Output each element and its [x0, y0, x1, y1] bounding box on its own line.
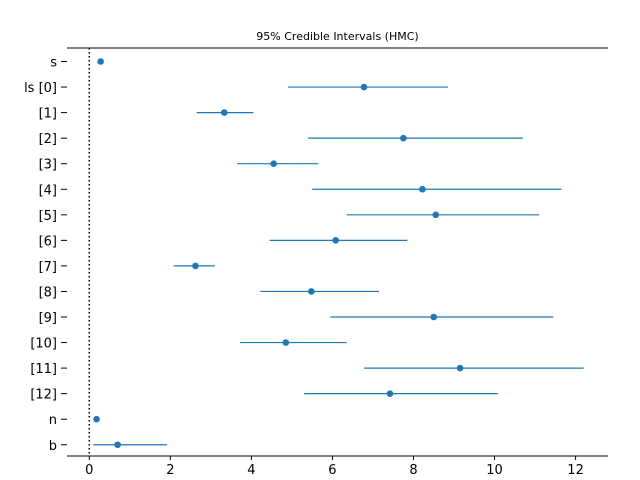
- x-tick-label: 2: [166, 463, 174, 478]
- chart-title: 95% Credible Intervals (HMC): [256, 30, 418, 43]
- mean-point: [93, 415, 100, 423]
- x-tick-label: 6: [328, 463, 336, 478]
- parameter-label: [7]: [39, 260, 57, 275]
- mean-point: [430, 313, 438, 321]
- mean-point: [282, 339, 290, 346]
- x-tick-label: 12: [567, 463, 584, 478]
- parameter-label: [9]: [39, 311, 57, 326]
- parameter-label: b: [49, 439, 57, 454]
- mean-point: [419, 185, 426, 193]
- parameter-label: [1]: [39, 107, 57, 122]
- x-tick-label: 8: [409, 463, 417, 478]
- mean-point: [220, 109, 228, 116]
- parameter-label: [3]: [39, 158, 57, 173]
- parameter-label: ls [0]: [24, 81, 57, 96]
- plot-marks: [93, 58, 584, 449]
- parameter-label: [5]: [39, 209, 57, 224]
- mean-point: [308, 288, 315, 295]
- parameter-label: [12]: [30, 388, 57, 403]
- parameter-label: [11]: [30, 362, 57, 377]
- plot-axes: 0 2 4 6 8 10 12 s ls [0] [1] [2] [3] [4] [5] [6] [7] [8]…: [24, 47, 608, 478]
- parameter-label: [8]: [39, 285, 57, 300]
- mean-point: [432, 211, 440, 219]
- parameter-label: s: [50, 56, 57, 71]
- parameter-label: [6]: [39, 234, 57, 249]
- parameter-label: [10]: [30, 337, 57, 352]
- x-tick-label: 0: [85, 463, 93, 478]
- mean-point: [332, 237, 339, 244]
- parameter-label: [4]: [39, 183, 57, 198]
- mean-point: [114, 441, 121, 449]
- parameter-label: n: [49, 413, 57, 428]
- mean-point: [360, 83, 368, 91]
- mean-point: [192, 262, 199, 270]
- mean-point: [400, 134, 407, 142]
- mean-point: [270, 160, 277, 167]
- mean-point: [386, 390, 394, 397]
- x-tick-label: 10: [486, 463, 503, 478]
- mean-point: [456, 364, 464, 372]
- mean-point: [97, 58, 104, 65]
- x-tick-label: 4: [247, 463, 255, 478]
- parameter-label: [2]: [39, 132, 57, 147]
